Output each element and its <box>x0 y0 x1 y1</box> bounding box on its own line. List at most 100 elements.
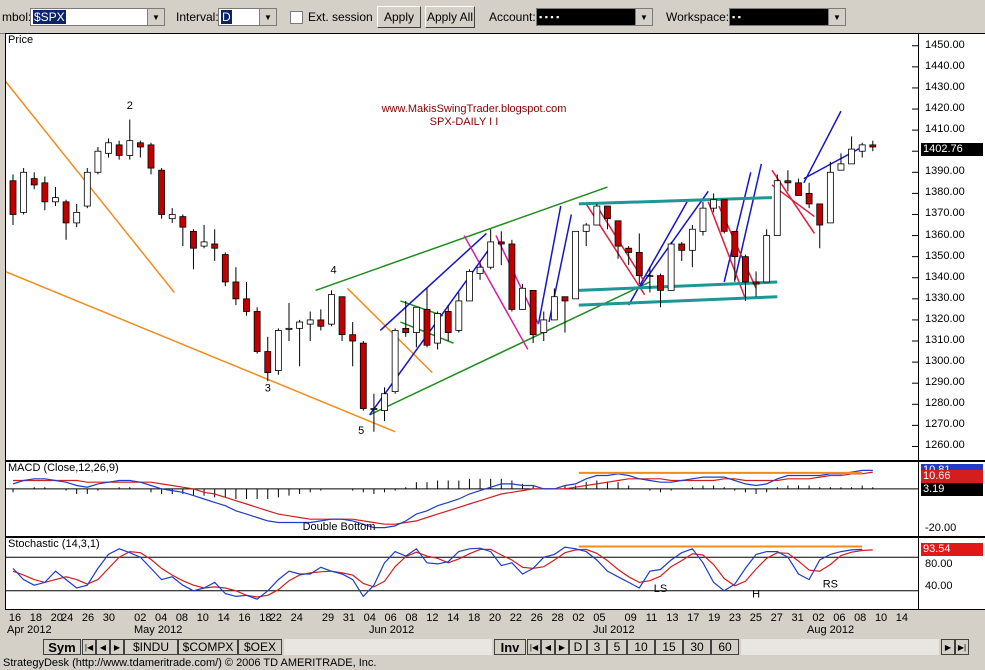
price-y-tick: 1290.00 <box>925 376 965 389</box>
candle-body <box>83 171 91 207</box>
candle-body <box>657 275 664 291</box>
candle-body <box>805 192 813 205</box>
price-chart[interactable]: 2 3 4 5 www.MakisSwingTrader.blogspot.com S… <box>6 34 918 460</box>
candle-body <box>752 281 760 285</box>
interval-label: Interval: <box>176 10 219 24</box>
candle-body <box>497 241 505 245</box>
prev-icon[interactable]: ◀ <box>541 639 555 655</box>
interval-tab-3[interactable]: 3 <box>587 639 607 655</box>
candle-body <box>773 180 781 236</box>
trendline-blue <box>734 163 763 281</box>
inv-tab[interactable]: Inv <box>494 639 526 655</box>
candle-body <box>328 294 335 325</box>
x-tick-label: 09 <box>624 612 637 624</box>
candle-body <box>211 243 219 249</box>
stoch-y-axis[interactable]: 93.54 80.00 40.00 <box>919 537 985 610</box>
last-icon[interactable]: ▶| <box>955 639 969 655</box>
price-y-axis[interactable]: 1450.001440.001430.001420.001410.001400.… <box>919 33 985 461</box>
checkbox-icon[interactable] <box>290 10 303 24</box>
candle-body <box>402 327 410 333</box>
x-tick-label: 22 <box>509 612 522 624</box>
next-icon[interactable]: ▶ <box>110 639 124 655</box>
workspace-combo[interactable]: ▪ ▪ ▼ <box>729 8 846 26</box>
interval-tab-scroll[interactable] <box>741 639 939 655</box>
x-tick-label: 20 <box>488 612 502 624</box>
x-tick-label: 04 <box>363 612 376 624</box>
interval-combo[interactable]: D ▼ <box>218 8 277 26</box>
chevron-down-icon[interactable]: ▼ <box>147 9 164 25</box>
candle-body <box>221 254 229 283</box>
account-value[interactable]: ▪ ▪ ▪ ▪ <box>539 12 560 22</box>
stoch-pattern-label: LS <box>654 583 667 595</box>
symbol-tab-scroll[interactable] <box>284 639 492 655</box>
interval-tab-d[interactable]: D <box>569 639 587 655</box>
chevron-down-icon[interactable]: ▼ <box>635 9 652 25</box>
candle-body <box>73 211 81 224</box>
stoch-value-box: 93.54 <box>921 543 983 556</box>
symbol-combo[interactable]: $SPX ▼ <box>30 8 165 26</box>
price-y-tick: 1430.00 <box>925 80 965 93</box>
price-y-tick: 1420.00 <box>925 102 965 115</box>
candle-body <box>826 171 834 224</box>
interval-tab-5[interactable]: 5 <box>607 639 627 655</box>
candle-body <box>264 351 272 374</box>
x-tick-label: 30 <box>102 612 116 624</box>
candle-body <box>508 243 516 310</box>
ext-session-checkbox[interactable]: Ext. session <box>290 8 373 26</box>
candle-body <box>837 163 845 171</box>
account-combo[interactable]: ▪ ▪ ▪ ▪ ▼ <box>536 8 653 26</box>
interval-tab-15[interactable]: 15 <box>655 639 683 655</box>
candle-body <box>434 313 442 344</box>
macd-y-axis[interactable]: 10.81 10.66 3.19 -20.00 <box>919 461 985 537</box>
candle-body <box>625 247 633 253</box>
price-y-tick: 1260.00 <box>925 439 965 452</box>
sym-tab[interactable]: Sym <box>43 639 81 655</box>
price-y-tick: 1370.00 <box>925 207 965 220</box>
interval-tab-30[interactable]: 30 <box>683 639 711 655</box>
trendline-teal <box>578 280 778 292</box>
interval-tab-10[interactable]: 10 <box>627 639 655 655</box>
candle-body <box>795 182 802 196</box>
candle-body <box>391 330 399 393</box>
x-tick-label: 16 <box>238 612 251 624</box>
symbol-value[interactable]: $SPX <box>33 10 66 24</box>
stoch-pattern-label: H <box>752 589 760 601</box>
first-icon[interactable]: |◀ <box>82 639 96 655</box>
status-bar: StrategyDesk (http://www.tdameritrade.co… <box>0 657 985 670</box>
stoch-pane[interactable]: LS H RS Stochastic (14,3,1) <box>5 537 919 610</box>
x-tick-label: 14 <box>447 612 460 624</box>
macd-pane[interactable]: Double Bottom MACD (Close,12,26,9) <box>5 461 919 537</box>
last-price-box: 1402.76 <box>921 143 983 156</box>
candle-body <box>519 287 526 310</box>
macd-hist-box: 3.19 <box>921 483 983 496</box>
double-bottom-annotation: Double Bottom <box>303 521 376 533</box>
trendline-orange <box>346 287 433 374</box>
account-label: Account: <box>489 10 536 24</box>
interval-value[interactable]: D <box>221 10 232 24</box>
apply-button[interactable]: Apply <box>377 6 421 28</box>
candle-body <box>9 180 17 215</box>
next-icon[interactable]: ▶ <box>941 639 955 655</box>
chevron-down-icon[interactable]: ▼ <box>259 9 276 25</box>
apply-all-button[interactable]: Apply All <box>425 6 475 28</box>
candle-body <box>30 178 38 186</box>
chevron-down-icon[interactable]: ▼ <box>828 9 845 25</box>
workspace-value[interactable]: ▪ ▪ <box>732 12 741 22</box>
candle-body <box>423 308 431 346</box>
symbol-tab-indu[interactable]: $INDU <box>124 639 178 655</box>
price-y-tick: 1350.00 <box>925 249 965 262</box>
price-pane[interactable]: 2 3 4 5 www.MakisSwingTrader.blogspot.com S… <box>5 33 919 461</box>
symbol-label: mbol: <box>2 10 32 24</box>
symbol-tab-oex[interactable]: $OEX <box>238 639 282 655</box>
macd-chart[interactable]: Double Bottom <box>6 462 918 536</box>
x-tick-label: 24 <box>61 612 74 624</box>
x-tick-label: 06 <box>833 612 846 624</box>
candle-body <box>190 230 197 249</box>
x-tick-label: 17 <box>687 612 700 624</box>
stoch-chart[interactable]: LS H RS <box>6 538 918 609</box>
first-icon[interactable]: |◀ <box>527 639 541 655</box>
interval-tab-60[interactable]: 60 <box>711 639 739 655</box>
prev-icon[interactable]: ◀ <box>96 639 110 655</box>
symbol-tab-compx[interactable]: $COMPX <box>178 639 238 655</box>
next-icon[interactable]: ▶ <box>555 639 569 655</box>
